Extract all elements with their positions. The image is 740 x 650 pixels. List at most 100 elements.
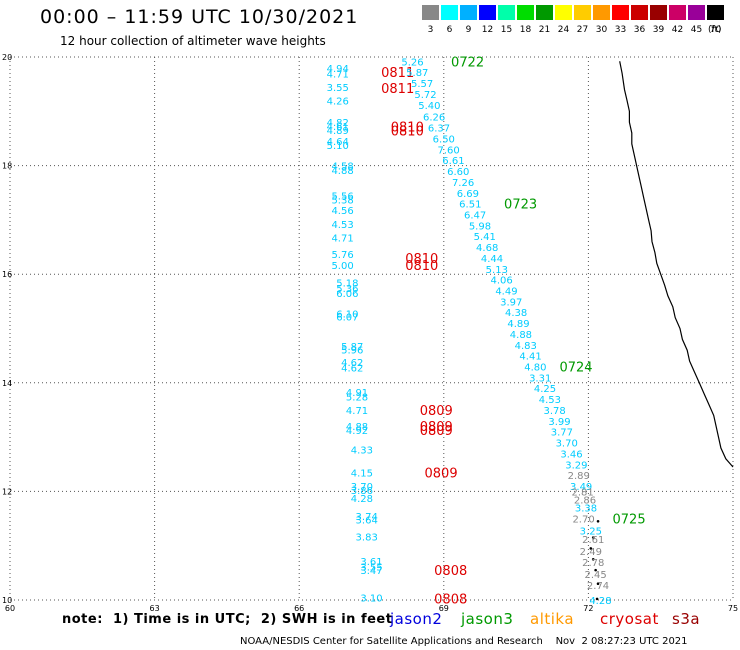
- wave-height-label: 4.15: [351, 468, 373, 479]
- wave-height-label: 4.38: [505, 308, 527, 319]
- wave-height-label: 4.41: [519, 352, 541, 363]
- wave-height-label: 5.76: [331, 250, 353, 261]
- wave-height-label: 4.82: [327, 118, 349, 129]
- wave-height-label: 4.26: [327, 96, 349, 107]
- wave-height-label: 5.18: [336, 278, 358, 289]
- wave-height-label: 5.96: [341, 346, 363, 357]
- time-label: 0811: [381, 66, 414, 81]
- wave-height-label: 4.28: [589, 596, 611, 607]
- y-tick-label: 10: [2, 596, 12, 605]
- wave-height-label: 2.61: [582, 535, 604, 546]
- colorbar-swatch: [479, 5, 496, 20]
- x-tick-label: 63: [150, 604, 160, 613]
- wave-height-label: 6.06: [336, 289, 358, 300]
- wave-height-label: 2.81: [571, 487, 593, 498]
- wave-height-label: 4.64: [327, 137, 349, 148]
- colorbar-swatch: [669, 5, 686, 20]
- colorbar-swatch: [688, 5, 705, 20]
- colorbar-label: 45: [690, 25, 703, 35]
- wave-height-label: 4.89: [327, 126, 349, 137]
- island-mark: [596, 582, 600, 586]
- legend-altika: altika: [530, 610, 575, 628]
- time-label: 0723: [504, 198, 537, 213]
- legend-s3a: s3a: [672, 610, 701, 628]
- wave-height-label: 6.10: [336, 309, 358, 320]
- wave-height-label: 7.26: [452, 178, 474, 189]
- colorbar-label: 6: [446, 25, 453, 35]
- wave-height-label: 2.70: [572, 515, 594, 526]
- colorbar-label: 27: [576, 25, 589, 35]
- time-label: 0808: [434, 564, 467, 579]
- chart-title: 00:00 – 11:59 UTC 10/30/2021: [40, 6, 359, 28]
- wave-height-label: 5.41: [474, 232, 496, 243]
- wave-height-label: 2.89: [568, 471, 590, 482]
- island-mark: [596, 519, 600, 523]
- time-label: 0810: [405, 259, 438, 274]
- colorbar-label: 36: [633, 25, 646, 35]
- wave-height-label: 3.25: [580, 526, 602, 537]
- wave-height-label: 4.56: [331, 206, 353, 217]
- wave-height-label: 3.99: [548, 417, 570, 428]
- x-tick-label: 60: [5, 604, 15, 613]
- wave-height-label: 3.49: [570, 482, 592, 493]
- wave-height-label: 3.47: [360, 566, 382, 577]
- wave-height-label: 4.06: [491, 276, 513, 287]
- island-mark: [591, 536, 595, 539]
- wave-height-label: 5.10: [327, 141, 349, 152]
- x-tick-label: 69: [439, 604, 449, 613]
- wave-height-label: 5.38: [331, 195, 353, 206]
- wave-height-label: 3.86: [351, 486, 373, 497]
- wave-height-label: 4.33: [351, 446, 373, 457]
- colorbar-swatch: [517, 5, 534, 20]
- wave-height-label: 6.37: [428, 124, 450, 135]
- island-mark: [591, 557, 595, 561]
- colorbar-label: 18: [519, 25, 532, 35]
- colorbar-label: 9: [465, 25, 472, 35]
- wave-height-label: 4.71: [346, 406, 368, 417]
- wave-height-label: 6.47: [464, 210, 486, 221]
- x-tick-label: 75: [728, 604, 738, 613]
- colorbar-swatch: [593, 5, 610, 20]
- colorbar-label: 42: [671, 25, 684, 35]
- wave-height-label: 3.10: [360, 593, 382, 604]
- legend-jason3: jason3: [461, 610, 514, 628]
- wave-height-label: 5.40: [418, 101, 440, 112]
- colorbar-label: 12: [481, 25, 494, 35]
- x-tick-label: 72: [583, 604, 593, 613]
- coastline: [619, 61, 734, 468]
- wave-height-label: 4.88: [346, 422, 368, 433]
- y-tick-label: 16: [2, 270, 12, 279]
- wave-height-label: 5.00: [331, 261, 353, 272]
- colorbar-swatch: [555, 5, 572, 20]
- wave-height-label: 6.50: [433, 134, 455, 145]
- time-label: 0810: [391, 124, 424, 139]
- wave-height-label: 3.31: [529, 373, 551, 384]
- wave-height-label: 3.77: [551, 428, 573, 439]
- colorbar-label: 3: [427, 25, 434, 35]
- wave-height-label: 3.83: [356, 532, 378, 543]
- wave-height-label: 4.25: [534, 384, 556, 395]
- wave-height-label: 5.13: [486, 265, 508, 276]
- wave-height-label: 4.61: [327, 122, 349, 133]
- wave-height-label: 4.28: [351, 494, 373, 505]
- wave-height-label: 3.70: [351, 482, 373, 493]
- time-label: 0810: [391, 121, 424, 136]
- wave-height-label: 4.83: [515, 341, 537, 352]
- colorbar-label: 33: [614, 25, 627, 35]
- colorbar-label: 15: [500, 25, 513, 35]
- colorbar-unit: (ft): [708, 25, 722, 35]
- wave-height-label: 2.45: [584, 570, 606, 581]
- y-tick-label: 14: [2, 379, 12, 388]
- wave-height-label: 4.58: [331, 162, 353, 173]
- time-label: 0809: [420, 420, 453, 435]
- time-label: 0810: [405, 252, 438, 267]
- wave-height-label: 5.28: [346, 392, 368, 403]
- wave-height-label: 2.86: [574, 496, 596, 507]
- time-label: 0809: [420, 424, 453, 439]
- time-label: 0724: [559, 361, 592, 376]
- wave-height-label: 3.55: [360, 562, 382, 573]
- wave-height-label: 3.38: [575, 504, 597, 515]
- wave-height-label: 3.74: [356, 512, 378, 523]
- colorbar-swatch: [536, 5, 553, 20]
- wave-height-label: 4.80: [524, 363, 546, 374]
